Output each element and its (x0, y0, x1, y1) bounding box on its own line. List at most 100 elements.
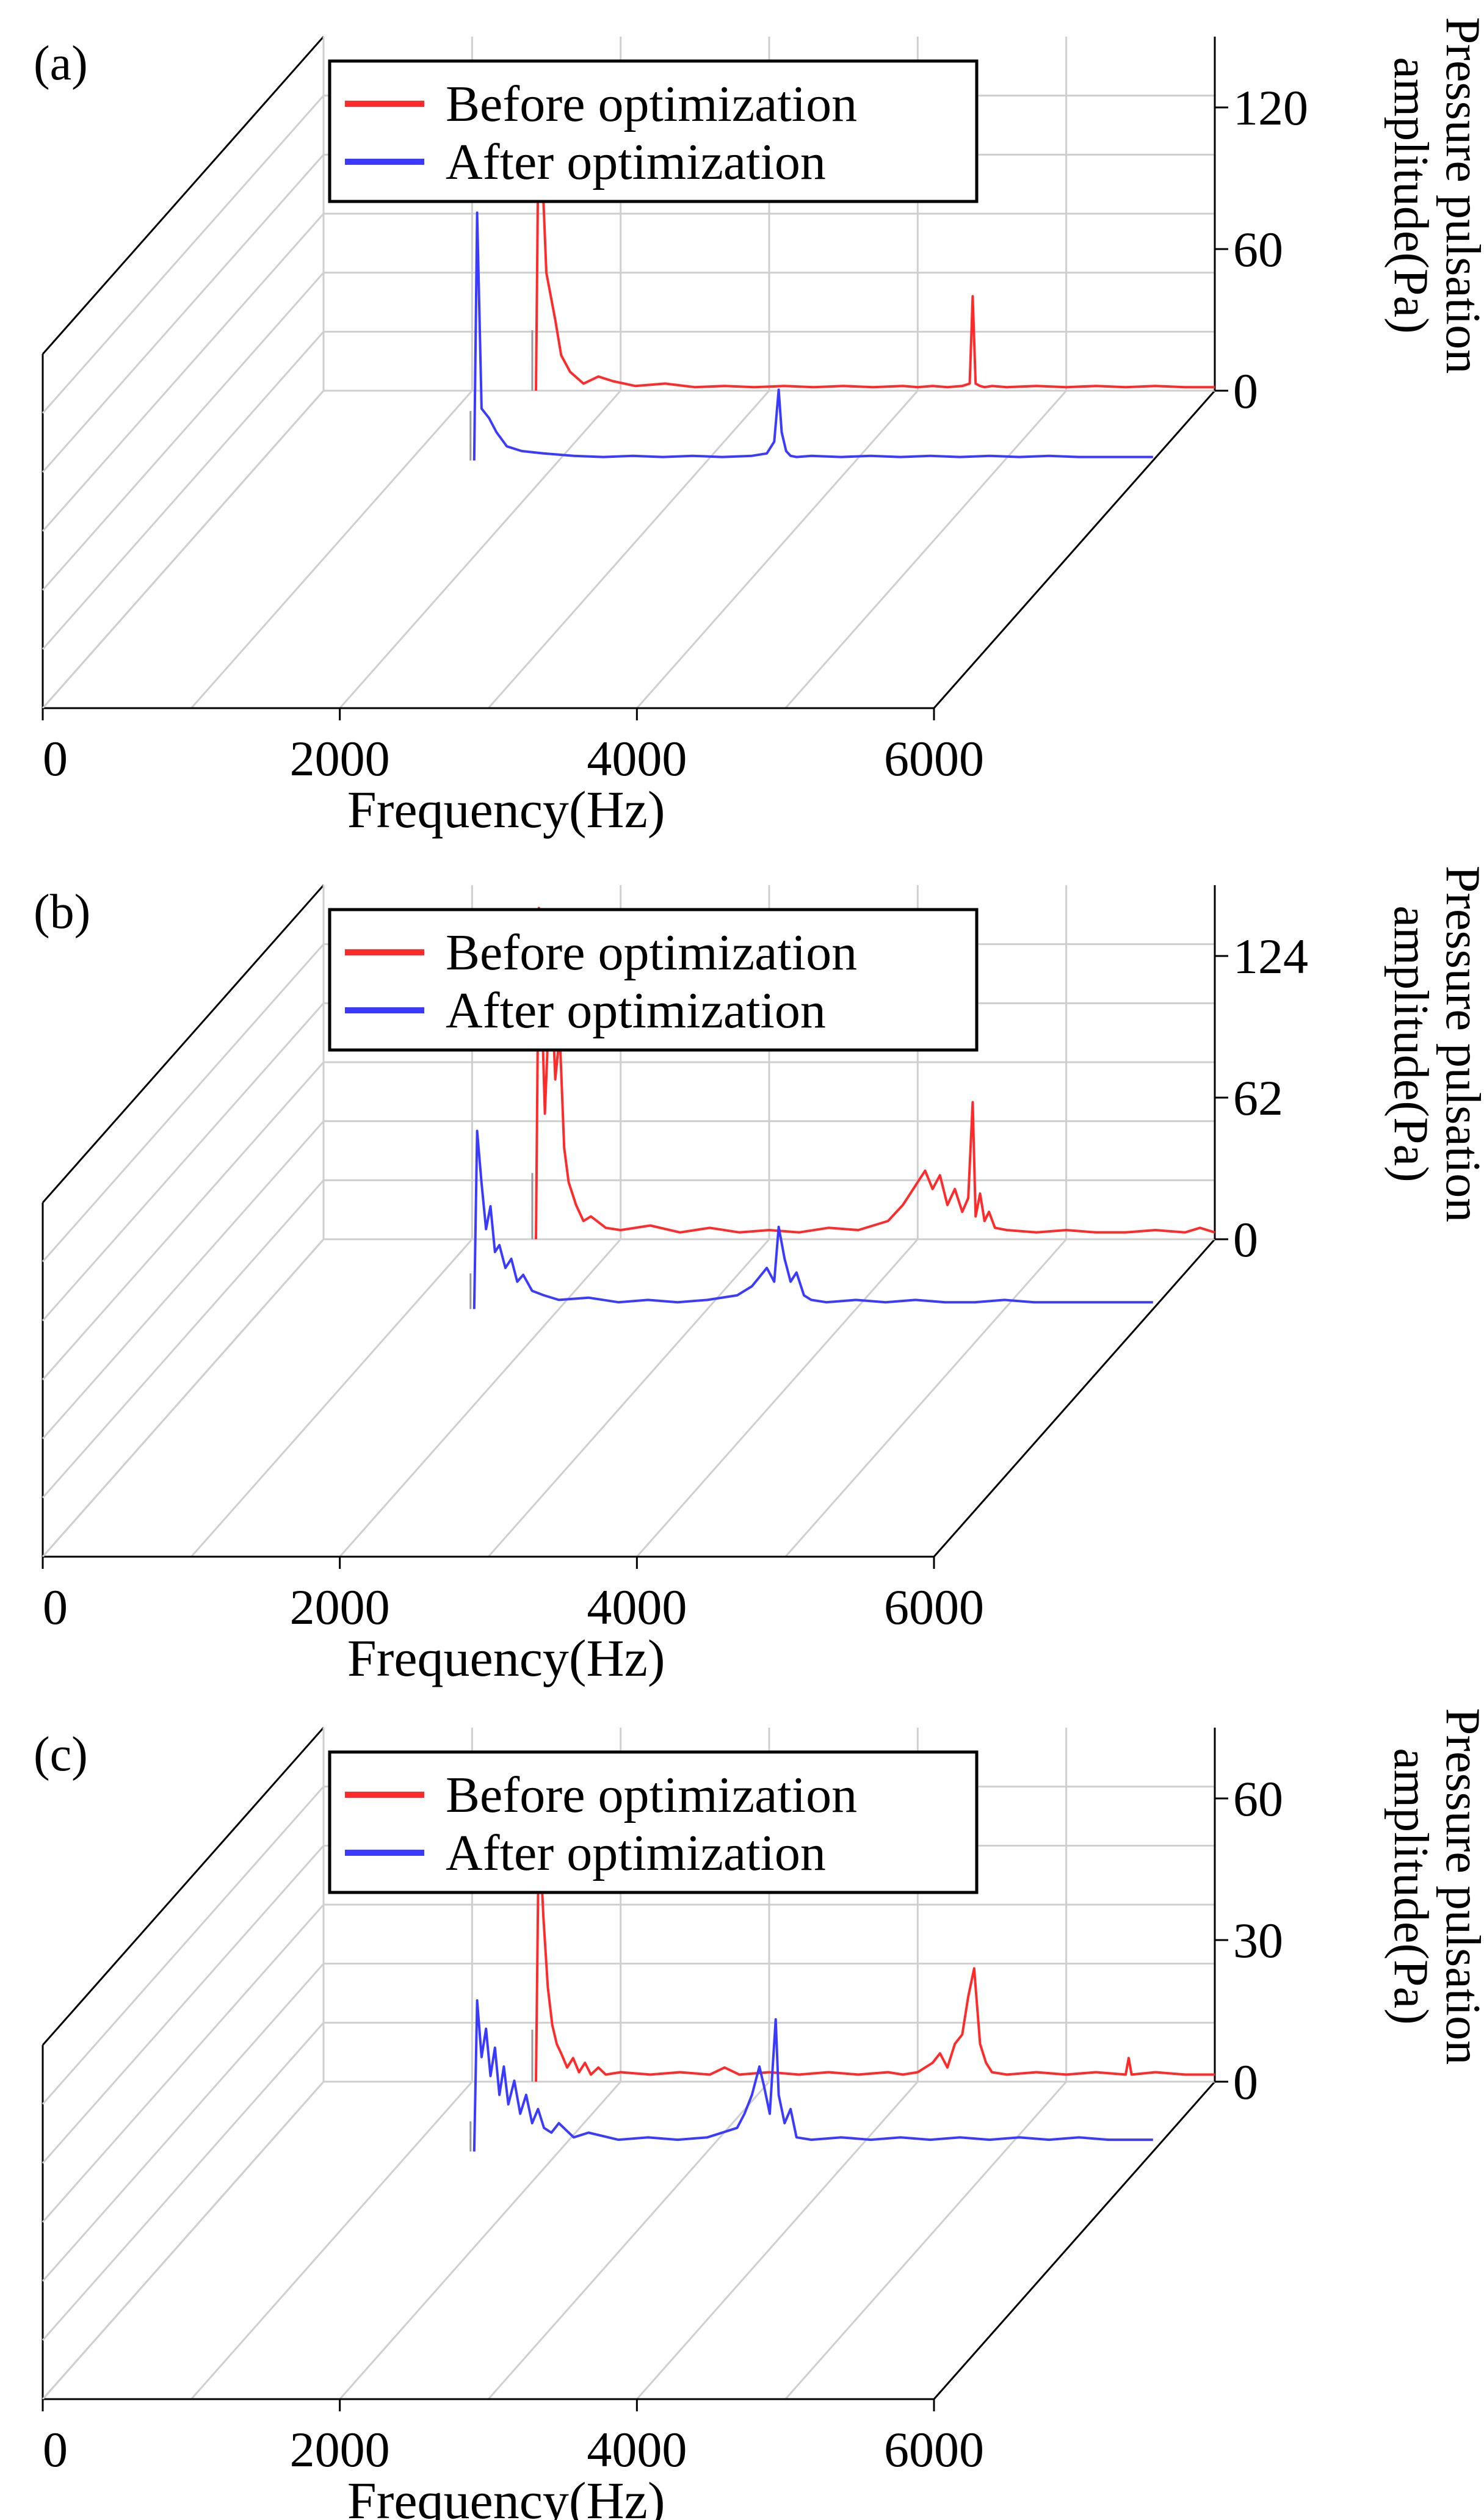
y-axis-label-line1: Pressure pulsation (1436, 17, 1484, 374)
frequency-tick-label: 2000 (290, 1579, 390, 1635)
left-wall-gridline (42, 95, 325, 414)
floor-gridline (636, 2081, 919, 2400)
floor-gridline (190, 390, 473, 709)
frequency-tick-label: 0 (43, 1579, 68, 1635)
amplitude-tick-label: 124 (1233, 929, 1308, 984)
legend-entry-before: Before optimization (446, 76, 857, 132)
left-wall-gridline (42, 1786, 325, 2105)
floor-gridline (784, 1239, 1067, 1557)
left-wall-gridline (42, 1120, 325, 1439)
left-wall-gridline (42, 1845, 325, 2164)
left-wall-gridline (42, 331, 325, 650)
series-line-after (472, 1999, 1153, 2152)
left-wall-gridline (42, 943, 325, 1262)
amplitude-tick-label: 0 (1233, 363, 1258, 419)
left-wall-gridline (42, 1963, 325, 2282)
frequency-tick-label: 4000 (587, 2422, 687, 2477)
floor-gridline (784, 2081, 1067, 2400)
legend-entry-after: After optimization (446, 134, 826, 190)
frequency-tick-label: 4000 (587, 731, 687, 786)
floor-right-edge (933, 1239, 1216, 1557)
floor-gridline (190, 2081, 473, 2400)
frequency-tick-label: 2000 (290, 731, 390, 786)
panel-label: (b) (34, 885, 90, 939)
amplitude-tick-label: 0 (1233, 2054, 1258, 2110)
frequency-tick-label: 6000 (884, 2422, 984, 2477)
floor-grid (42, 1239, 1216, 1558)
legend-entry-after: After optimization (446, 982, 826, 1039)
floor-gridline (339, 1239, 621, 1557)
frequency-tick-label: 2000 (290, 2422, 390, 2477)
floor-gridline (784, 390, 1067, 709)
legend-box (328, 59, 979, 203)
frequency-tick-label: 6000 (884, 731, 984, 786)
amplitude-tick-label: 30 (1233, 1913, 1283, 1968)
y-axis-label-line1: Pressure pulsation (1436, 1708, 1484, 2065)
left-wall-gridline (42, 1904, 325, 2223)
left-wall (42, 885, 325, 1557)
series-line-before (535, 1820, 1215, 2082)
panel-label: (c) (34, 1728, 88, 1781)
frequency-tick-label: 6000 (884, 1579, 984, 1635)
left-wall-top-edge (42, 36, 325, 355)
left-wall-gridline (42, 1002, 325, 1322)
frequency-tick-label: 0 (43, 731, 68, 786)
left-wall-gridline (42, 2022, 325, 2341)
panel-label: (a) (34, 37, 88, 90)
floor-gridline (339, 2081, 621, 2400)
left-wall-gridline (42, 390, 325, 709)
series-line-before (535, 87, 1215, 391)
left-wall-gridline (42, 213, 325, 532)
frequency-tick-label: 4000 (587, 1579, 687, 1635)
left-wall (42, 36, 325, 709)
left-wall-gridline (42, 1062, 325, 1380)
floor-gridline (636, 1239, 919, 1557)
floor-grid (42, 2081, 1216, 2400)
chart-panel-b: 0 62 124 0 2000 4000 6000 Frequency(Hz) (b) Press… (34, 866, 1484, 1687)
series-line-after (472, 1129, 1153, 1309)
floor-gridline (339, 390, 621, 709)
left-wall-gridline (42, 1179, 325, 1499)
left-wall-gridline (42, 272, 325, 591)
floor-gridline (190, 1239, 473, 1557)
chart-panel-a: 0 60 120 0 2000 4000 6000 Frequency(Hz) (a) Press… (34, 17, 1484, 839)
left-wall-top-edge (42, 885, 325, 1203)
series-line-after (472, 211, 1153, 461)
left-wall-gridline (42, 2081, 325, 2400)
amplitude-tick-label: 60 (1233, 1771, 1283, 1827)
chart-panel-c: 0 30 60 0 2000 4000 6000 Frequency(Hz) (c) Pressu… (34, 1708, 1484, 2520)
frequency-tick-label: 0 (43, 2422, 68, 2477)
floor-grid (42, 390, 1216, 709)
x-axis-label: Frequency(Hz) (347, 780, 665, 839)
left-wall-gridline (42, 154, 325, 473)
amplitude-tick-label: 120 (1233, 80, 1308, 136)
y-axis-label-line2: amplitude(Pa) (1384, 57, 1438, 333)
floor-right-edge (933, 390, 1216, 709)
floor-right-edge (933, 2081, 1216, 2400)
y-axis-label-line2: amplitude(Pa) (1384, 905, 1438, 1182)
amplitude-tick-label: 62 (1233, 1070, 1283, 1126)
x-axis-label: Frequency(Hz) (347, 1629, 665, 1687)
left-wall-gridline (42, 1239, 325, 1557)
legend-entry-before: Before optimization (446, 924, 857, 981)
floor-gridline (487, 390, 770, 709)
floor-gridline (636, 390, 919, 709)
y-axis-label-line1: Pressure pulsation (1436, 866, 1484, 1222)
legend-box (328, 1750, 979, 1894)
floor-gridline (487, 2081, 770, 2400)
series-line-before (535, 907, 1215, 1240)
legend-entry-after: After optimization (446, 1825, 826, 1881)
left-wall-top-edge (42, 1727, 325, 2046)
left-wall (42, 1727, 325, 2400)
floor-gridline (487, 1239, 770, 1557)
legend-box (328, 908, 979, 1052)
amplitude-tick-label: 60 (1233, 222, 1283, 277)
amplitude-tick-label: 0 (1233, 1212, 1258, 1267)
